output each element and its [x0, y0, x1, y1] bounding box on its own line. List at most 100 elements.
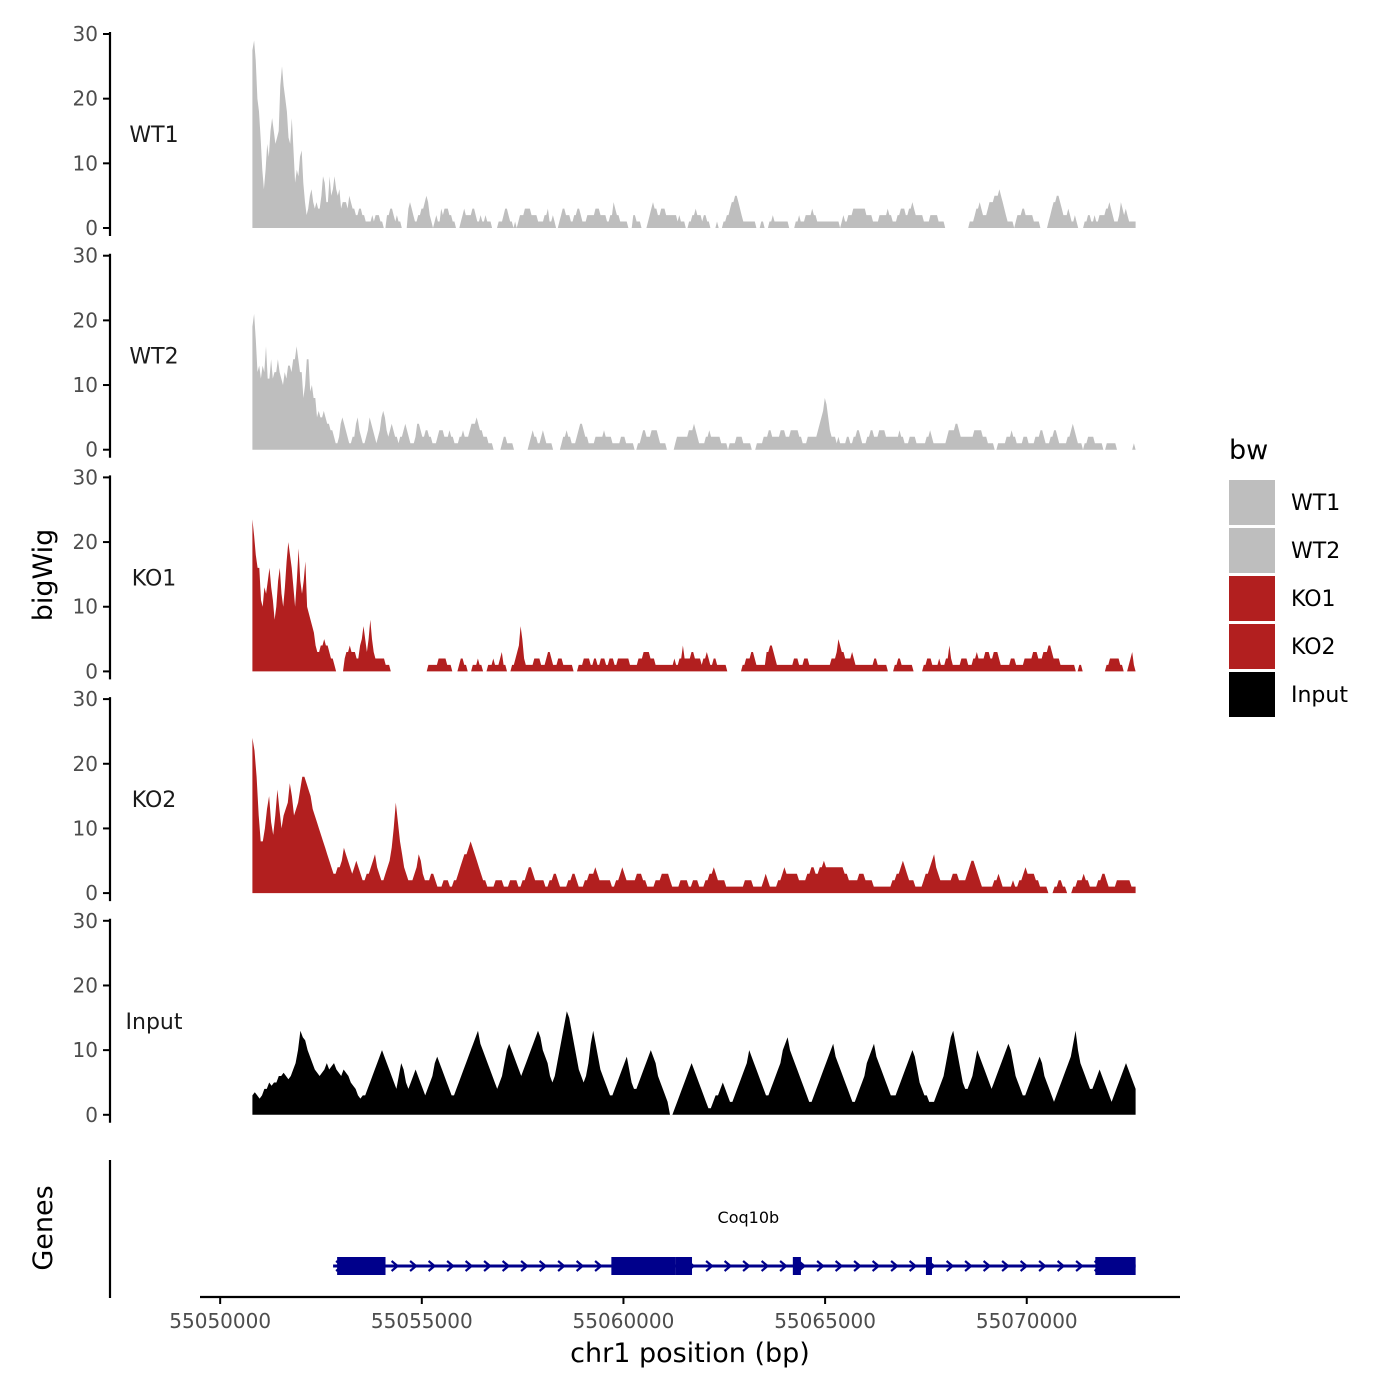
y-tick-label: 10 — [73, 1038, 98, 1062]
y-tick-label: 20 — [73, 530, 98, 554]
strand-arrow — [1001, 1260, 1010, 1272]
strand-arrow — [982, 1260, 992, 1272]
legend-swatch — [1229, 480, 1275, 525]
strand-arrow — [1056, 1260, 1066, 1272]
y-tick-label: 0 — [85, 659, 98, 683]
gene-exon — [611, 1257, 676, 1275]
signal-area-input — [252, 1011, 1136, 1115]
gene-exon — [675, 1257, 693, 1275]
legend-item-ko2: KO2 — [1229, 624, 1336, 669]
strand-arrow — [409, 1260, 418, 1272]
x-tick-label: 55055000 — [371, 1309, 473, 1333]
genes-axis-title: Genes — [28, 1185, 59, 1270]
signal-area-ko1 — [252, 519, 1136, 672]
track-panel-wt1: 0 10 20 30 WT1 — [73, 22, 1136, 240]
track-panel-ko1: 0 10 20 30 KO1 — [73, 465, 1136, 683]
x-axis-title: chr1 position (bp) — [570, 1338, 810, 1369]
x-tick-label: 55050000 — [169, 1309, 271, 1333]
strand-arrow — [705, 1260, 714, 1272]
strand-arrow — [594, 1260, 603, 1272]
strand-arrow — [557, 1260, 566, 1272]
y-tick-label: 0 — [85, 438, 98, 462]
strand-arrow — [964, 1260, 973, 1272]
gene-track-panel: Coq10b — [108, 1160, 1136, 1298]
strand-arrow — [834, 1260, 844, 1272]
strand-arrow — [483, 1260, 492, 1272]
y-tick-label: 10 — [73, 816, 98, 840]
x-tick-label: 55060000 — [573, 1309, 675, 1333]
legend-title: bw — [1229, 435, 1268, 466]
y-tick-label: 20 — [73, 87, 98, 111]
signal-area-wt2 — [252, 313, 1136, 450]
track-panel-input: 0 10 20 30 Input — [73, 909, 1136, 1127]
track-label-wt2: WT2 — [129, 345, 178, 370]
legend-swatch — [1229, 576, 1275, 621]
strand-arrow — [760, 1260, 770, 1272]
legend-label: KO2 — [1291, 635, 1336, 660]
y-tick-label: 0 — [85, 1103, 98, 1127]
legend-swatch — [1229, 624, 1275, 669]
x-tick-label: 55065000 — [774, 1309, 876, 1333]
track-panel-wt2: 0 10 20 30 WT2 — [73, 244, 1136, 462]
track-label-wt1: WT1 — [129, 123, 178, 148]
strand-arrow — [890, 1260, 899, 1272]
strand-arrow — [446, 1260, 455, 1272]
strand-arrow — [1019, 1260, 1029, 1272]
track-label-ko2: KO2 — [132, 788, 177, 813]
legend-label: WT1 — [1291, 491, 1340, 516]
x-axis: 55050000 55055000 55060000 55065000 55070000 — [169, 1295, 1180, 1333]
strand-arrow — [945, 1260, 955, 1272]
strand-arrow — [575, 1260, 585, 1272]
strand-arrow — [520, 1260, 529, 1272]
y-tick-label: 10 — [73, 151, 98, 175]
gene-exon — [925, 1257, 932, 1275]
y-tick-label: 20 — [73, 752, 98, 776]
y-tick-label: 0 — [85, 216, 98, 240]
strand-arrow — [723, 1260, 733, 1272]
legend-label: WT2 — [1291, 539, 1340, 564]
track-label-ko1: KO1 — [132, 566, 177, 591]
strand-arrow — [501, 1260, 511, 1272]
y-tick-label: 30 — [73, 909, 98, 933]
legend-item-wt1: WT1 — [1229, 480, 1340, 525]
strand-arrow — [464, 1260, 474, 1272]
y-tick-label: 20 — [73, 308, 98, 332]
legend: bw WT1 WT2 KO1 KO2 Input — [1229, 435, 1348, 717]
y-tick-label: 30 — [73, 244, 98, 268]
legend-item-input: Input — [1229, 672, 1348, 717]
legend-swatch — [1229, 672, 1275, 717]
gene-exon — [792, 1257, 801, 1275]
track-label-input: Input — [126, 1010, 183, 1035]
strand-arrow — [871, 1260, 881, 1272]
strand-arrow — [427, 1260, 437, 1272]
y-tick-label: 20 — [73, 973, 98, 997]
legend-label: KO1 — [1291, 587, 1336, 612]
y-tick-label: 0 — [85, 881, 98, 905]
y-tick-label: 30 — [73, 22, 98, 46]
legend-item-wt2: WT2 — [1229, 528, 1340, 573]
y-tick-label: 30 — [73, 465, 98, 489]
strand-arrow — [390, 1260, 400, 1272]
strand-arrow — [908, 1260, 918, 1272]
track-panel-ko2: 0 10 20 30 KO2 — [73, 687, 1136, 905]
signal-area-wt1 — [252, 40, 1136, 228]
legend-label: Input — [1291, 683, 1348, 708]
gene-exon — [337, 1257, 386, 1275]
strand-arrow — [779, 1260, 788, 1272]
strand-arrow — [742, 1260, 751, 1272]
signal-area-ko2 — [252, 737, 1136, 894]
legend-item-ko1: KO1 — [1229, 576, 1336, 621]
gene-name-label: Coq10b — [718, 1208, 780, 1227]
strand-arrow — [1075, 1260, 1084, 1272]
x-tick-label: 55070000 — [976, 1309, 1078, 1333]
strand-arrow — [538, 1260, 548, 1272]
y-tick-label: 10 — [73, 373, 98, 397]
strand-arrow — [853, 1260, 862, 1272]
gene-exon — [1095, 1257, 1136, 1275]
strand-arrow — [1038, 1260, 1047, 1272]
track-panels: 0 10 20 30 WT1 0 10 20 30 WT2 0 10 20 30 KO1 0 10 20 30 KO2… — [73, 22, 1136, 1127]
legend-swatch — [1229, 528, 1275, 573]
y-tick-label: 30 — [73, 687, 98, 711]
